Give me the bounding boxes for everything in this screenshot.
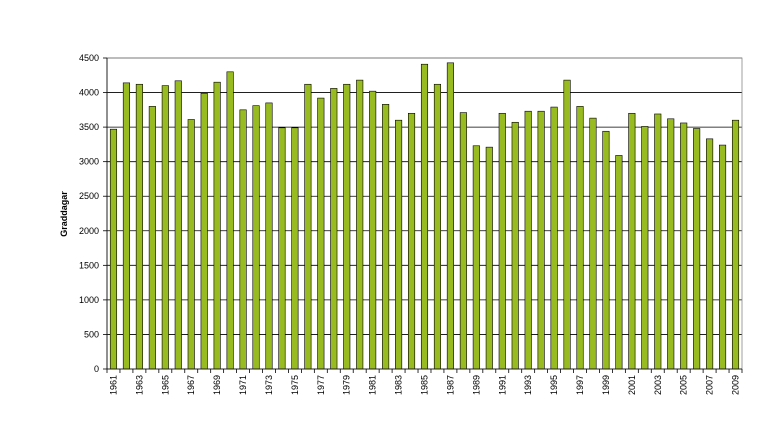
bar (485, 146, 493, 370)
x-tick-label: 1973 (264, 375, 274, 395)
x-tick-label: 1967 (186, 375, 196, 395)
y-tick-label: 2500 (79, 191, 99, 201)
bar (161, 85, 169, 370)
y-tick-label: 2000 (79, 226, 99, 236)
x-tick-label: 1961 (108, 375, 118, 395)
x-tick-label: 1981 (368, 375, 378, 395)
bar (680, 122, 688, 370)
y-tick-label: 4000 (79, 88, 99, 98)
bar (472, 145, 480, 370)
x-tick-label: 1997 (575, 375, 585, 395)
bar (563, 79, 571, 370)
bar (135, 83, 143, 370)
y-tick-label: 3000 (79, 157, 99, 167)
bar (433, 83, 441, 370)
x-tick-label: 1989 (471, 375, 481, 395)
bar (239, 109, 247, 370)
bar (278, 127, 286, 370)
bar (706, 138, 714, 370)
bar (213, 81, 221, 370)
bar (291, 127, 299, 370)
x-tick-label: 1969 (212, 375, 222, 395)
y-axis-label: Graddagar (59, 191, 69, 237)
bar (343, 83, 351, 370)
bar (667, 118, 675, 370)
bar (265, 102, 273, 370)
x-tick-label: 1993 (523, 375, 533, 395)
bar (420, 63, 429, 370)
bar (382, 104, 390, 370)
x-tick-label: 2001 (627, 375, 637, 395)
bar (719, 144, 727, 370)
x-tick-label: 2007 (705, 375, 715, 395)
x-tick-label: 1995 (549, 375, 559, 395)
bar (589, 117, 597, 370)
y-tick-label: 3500 (79, 122, 99, 132)
x-tick-label: 1987 (445, 375, 455, 395)
x-tick-label: 1977 (316, 375, 326, 395)
bar (511, 121, 519, 370)
bar (654, 113, 662, 370)
bar (148, 106, 156, 370)
bar (602, 130, 610, 370)
bar (226, 71, 234, 370)
bar (317, 97, 325, 370)
bar (524, 110, 532, 370)
x-tick-label: 2005 (679, 375, 689, 395)
bar (446, 62, 454, 370)
y-tick-label: 1000 (79, 295, 99, 305)
y-tick-label: 500 (84, 329, 99, 339)
bars (109, 62, 740, 370)
bar (641, 126, 649, 370)
y-tick-label: 0 (94, 364, 99, 374)
x-tick-label: 1963 (134, 375, 144, 395)
bar (628, 112, 636, 370)
x-tick-label: 1979 (342, 375, 352, 395)
bar (369, 90, 377, 370)
bar (615, 155, 623, 370)
bar (304, 83, 312, 370)
bar (200, 92, 208, 370)
bar (395, 119, 403, 370)
bar (459, 112, 467, 370)
x-tick-label: 2009 (731, 375, 741, 395)
bar (174, 80, 182, 370)
x-tick-label: 1975 (290, 375, 300, 395)
x-tick-label: 1983 (394, 375, 404, 395)
y-tick-label: 4500 (79, 53, 99, 63)
y-tick-label: 1500 (79, 260, 99, 270)
bar (408, 112, 416, 370)
bar (109, 128, 118, 370)
x-tick-labels: 1961 1963 1965 1967 1969 1971 1973 1975 1977 1979… (108, 375, 740, 395)
bar (576, 106, 584, 370)
x-tick-label: 1999 (601, 375, 611, 395)
bar (330, 88, 338, 370)
bar (550, 106, 558, 370)
bar (731, 119, 740, 370)
bar (537, 110, 545, 370)
bar (252, 105, 260, 370)
x-tick-label: 1985 (420, 375, 430, 395)
x-tick-label: 1971 (238, 375, 248, 395)
bar (122, 82, 130, 370)
x-tick-label: 2003 (653, 375, 663, 395)
y-tick-labels: 0 500 1000 1500 2000 2500 3000 3500 4000 4500 (79, 53, 99, 374)
bar (498, 112, 506, 370)
bar (356, 79, 364, 370)
x-tick-label: 1991 (497, 375, 507, 395)
bar (187, 119, 195, 370)
axes (103, 57, 743, 373)
bar (693, 128, 701, 370)
x-tick-label: 1965 (160, 375, 170, 395)
